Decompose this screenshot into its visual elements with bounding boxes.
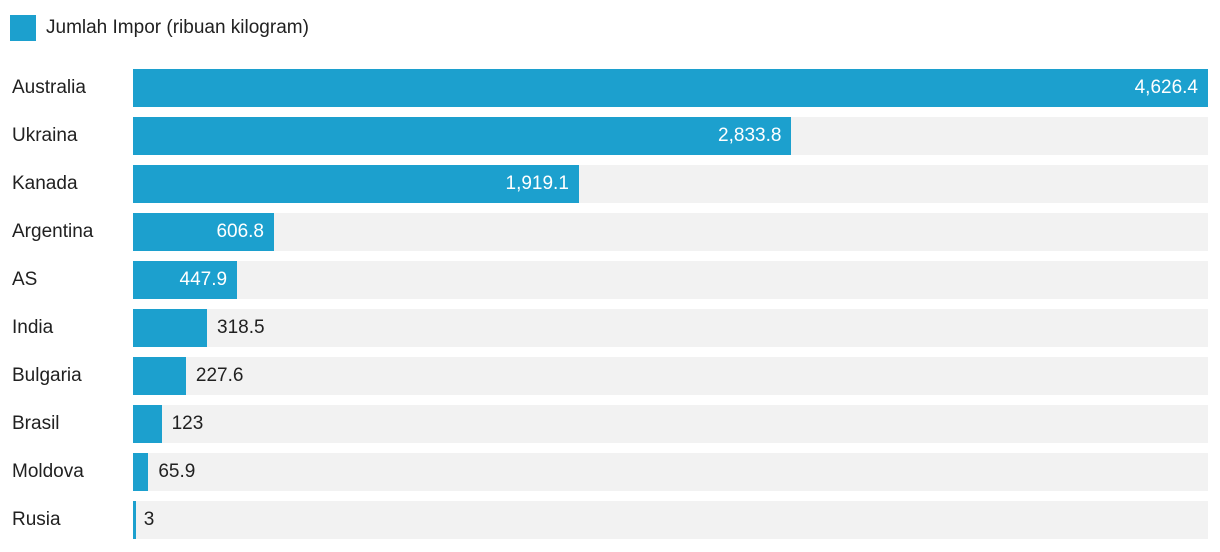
category-label: Kanada (12, 173, 78, 194)
bar[interactable] (133, 453, 149, 491)
chart-row: Kanada 1,919.1 (0, 165, 1208, 203)
bar[interactable]: 2,833.8 (133, 117, 792, 155)
bar-track: 3 (133, 501, 1208, 539)
value-label: 2,833.8 (718, 125, 782, 146)
bar[interactable] (133, 309, 207, 347)
category-label: AS (12, 269, 38, 290)
bar-track: 2,833.8 (133, 117, 1208, 155)
bar-track: 4,626.4 (133, 69, 1208, 107)
bar-track: 447.9 (133, 261, 1208, 299)
chart-row: AS 447.9 (0, 261, 1208, 299)
category-label: Argentina (12, 221, 94, 242)
bar[interactable]: 606.8 (133, 213, 274, 251)
value-label: 123 (171, 413, 204, 434)
value-label: 65.9 (158, 461, 196, 482)
value-label: 318.5 (217, 317, 265, 338)
category-label: Ukraina (12, 125, 78, 146)
value-label: 606.8 (216, 221, 264, 242)
bar[interactable] (133, 405, 162, 443)
chart-row: Moldova 65.9 (0, 453, 1208, 491)
value-label: 447.9 (179, 269, 228, 290)
bar-track: 123 (133, 405, 1208, 443)
chart-row: Brasil 123 (0, 405, 1208, 443)
chart-rows: Australia 4,626.4 Ukraina 2,833.8 Kanada 1,91… (0, 69, 1208, 539)
category-label: India (12, 317, 54, 338)
bar-track: 606.8 (133, 213, 1208, 251)
bar-track: 65.9 (133, 453, 1208, 491)
value-label: 3 (143, 509, 155, 530)
bar-chart: Jumlah Impor (ribuan kilogram) Australia… (0, 14, 1220, 552)
legend-label: Jumlah Impor (ribuan kilogram) (46, 17, 309, 38)
chart-row: Rusia 3 (0, 501, 1208, 539)
bar-track: 227.6 (133, 357, 1208, 395)
bar[interactable] (133, 357, 186, 395)
chart-row: Argentina 606.8 (0, 213, 1208, 251)
chart-row: Australia 4,626.4 (0, 69, 1208, 107)
bar[interactable]: 1,919.1 (133, 165, 579, 203)
bar-track: 1,919.1 (133, 165, 1208, 203)
chart-row: Ukraina 2,833.8 (0, 117, 1208, 155)
bar[interactable]: 447.9 (133, 261, 238, 299)
value-label: 227.6 (195, 365, 244, 386)
legend[interactable]: Jumlah Impor (ribuan kilogram) (10, 14, 1208, 42)
bar[interactable] (133, 501, 136, 539)
category-label: Australia (12, 77, 86, 98)
legend-swatch-icon (10, 15, 36, 41)
category-label: Bulgaria (12, 365, 82, 386)
chart-row: Bulgaria 227.6 (0, 357, 1208, 395)
bar-track: 318.5 (133, 309, 1208, 347)
value-label: 4,626.4 (1134, 77, 1198, 98)
value-label: 1,919.1 (505, 173, 569, 194)
category-label: Moldova (12, 461, 84, 482)
category-label: Rusia (12, 509, 61, 530)
category-label: Brasil (12, 413, 60, 434)
bar[interactable]: 4,626.4 (133, 69, 1208, 107)
chart-row: India 318.5 (0, 309, 1208, 347)
